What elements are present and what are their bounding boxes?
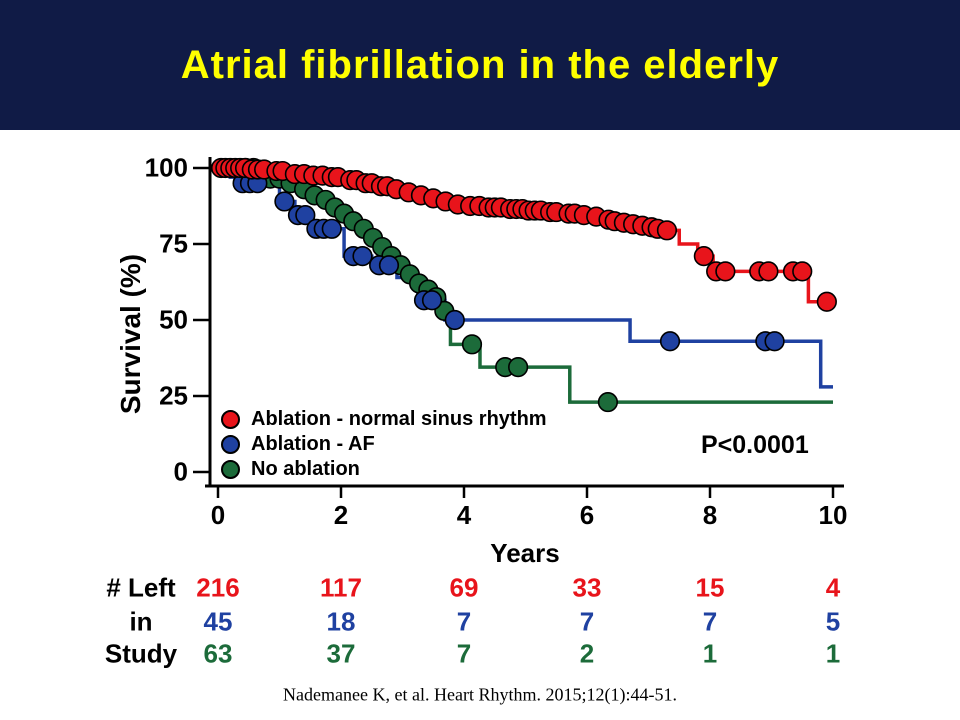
citation: Nademanee K, et al. Heart Rhythm. 2015;1… [283, 684, 677, 705]
censor-mark [444, 309, 465, 331]
y-tick-label: 75 [159, 228, 188, 259]
censor-mark [715, 261, 736, 282]
x-tick-label: 6 [579, 500, 595, 530]
censor-mark [378, 255, 400, 276]
x-axis-label: Years [490, 538, 560, 568]
censor-mark [758, 261, 779, 282]
risk-table-value: 216 [196, 572, 240, 603]
censor-mark [792, 261, 813, 282]
legend-marker-icon [221, 410, 240, 429]
risk-table-value: 15 [695, 572, 725, 603]
risk-table-value: 7 [702, 606, 718, 637]
censor-mark [321, 218, 342, 239]
censor-mark [421, 290, 443, 311]
censor-mark [597, 391, 619, 413]
y-tick-label: 50 [159, 304, 188, 335]
censor-mark [295, 205, 316, 226]
legend-item: No ablation [221, 457, 547, 482]
chart-legend: Ablation - normal sinus rhythm Ablation -… [221, 407, 547, 482]
risk-table-value: 45 [203, 606, 233, 637]
risk-table-value: 5 [825, 606, 841, 637]
x-tick-label: 10 [818, 500, 848, 530]
censor-mark [656, 220, 678, 241]
x-tick-label: 8 [702, 500, 718, 530]
censor-mark [508, 357, 529, 378]
risk-table-value: 69 [449, 572, 479, 603]
x-tick-label: 4 [456, 500, 472, 530]
risk-table-value: 4 [825, 572, 841, 603]
y-tick-label: 100 [144, 152, 188, 183]
legend-item: Ablation - AF [221, 432, 547, 457]
legend-label: Ablation - AF [251, 433, 375, 455]
risk-table-value: 33 [572, 572, 602, 603]
censor-mark [659, 331, 681, 352]
p-value-annotation: P<0.0001 [701, 431, 809, 459]
risk-table-value: 117 [320, 572, 362, 603]
legend-item: Ablation - normal sinus rhythm [221, 407, 547, 432]
risk-table-value: 18 [326, 606, 356, 637]
risk-table-value: 1 [825, 638, 841, 669]
censor-mark [274, 191, 295, 212]
risk-table-label: # Left [106, 572, 176, 603]
risk-table-value: 2 [579, 638, 595, 669]
legend-label: Ablation - normal sinus rhythm [251, 408, 547, 430]
risk-table-value: 37 [326, 638, 356, 669]
legend-marker-icon [221, 460, 240, 479]
censor-mark [693, 246, 714, 267]
risk-table-value: 7 [456, 638, 472, 669]
censor-mark [764, 331, 785, 352]
legend-label: No ablation [251, 458, 360, 480]
x-tick-label: 2 [333, 500, 349, 530]
censor-mark [352, 246, 373, 267]
censor-mark [461, 334, 483, 355]
risk-table-value: 1 [702, 638, 718, 669]
risk-table-value: 63 [203, 638, 233, 669]
x-tick-label: 0 [210, 500, 226, 530]
y-tick-label: 0 [173, 456, 188, 487]
risk-table-label: in [129, 606, 153, 637]
slide-title: Atrial fibrillation in the elderly [180, 42, 780, 87]
risk-table-value: 7 [456, 606, 472, 637]
slide-header: Atrial fibrillation in the elderly [0, 0, 960, 130]
legend-marker-icon [221, 435, 240, 454]
censor-mark [816, 291, 837, 312]
risk-table-label: Study [104, 638, 178, 669]
risk-table-value: 7 [579, 606, 595, 637]
y-tick-label: 25 [159, 380, 188, 411]
